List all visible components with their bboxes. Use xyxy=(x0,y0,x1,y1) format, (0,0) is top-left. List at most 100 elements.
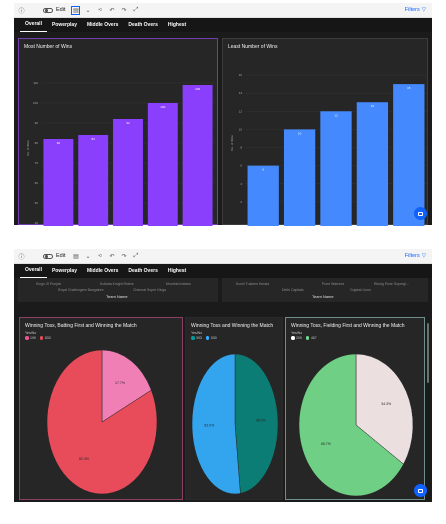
filter-icon: ▽ xyxy=(421,253,426,259)
pie-slice xyxy=(298,353,404,497)
filter-icon: ▽ xyxy=(421,7,426,13)
bar-value-label: 109 xyxy=(195,87,200,91)
bar xyxy=(113,119,143,226)
x-axis-title: Team Name xyxy=(312,294,334,299)
legend-swatch xyxy=(305,336,310,340)
team-label: Mumbai Indians xyxy=(166,282,191,286)
legend-label: 209 xyxy=(296,336,302,340)
bar xyxy=(147,103,178,226)
card-pie-batting[interactable]: Winning Toss, Batting First and Winning … xyxy=(19,317,183,500)
card-pie-toss[interactable]: Winning Toss and Winning the Match Yes/N… xyxy=(185,317,283,500)
legend-title: Yes/No xyxy=(291,331,303,335)
pie-slice-label: 48.0% xyxy=(256,418,266,422)
redo-icon[interactable]: ↷ xyxy=(121,253,127,260)
tab-overall[interactable]: Overall xyxy=(20,266,47,278)
bar-value-label: 84 xyxy=(92,137,96,141)
legend-label: 393 xyxy=(196,336,202,340)
card-title: Winning Toss, Batting First and Winning … xyxy=(25,323,137,329)
card-title: Winning Toss, Fielding First and Winning… xyxy=(291,323,405,329)
pie-slice-label: 52.0% xyxy=(204,424,214,428)
assistant-button[interactable] xyxy=(414,207,427,220)
y-tick-label: 100 xyxy=(33,101,38,105)
expand-icon[interactable]: ⤢ xyxy=(133,6,139,13)
filters-button[interactable]: Filters ▽ xyxy=(405,7,426,13)
team-label: Kochi Tuskers Kerala xyxy=(236,282,270,286)
edit-toggle[interactable] xyxy=(43,7,53,13)
legend-item[interactable]: 833 xyxy=(39,336,51,340)
card-pie-fielding[interactable]: Winning Toss, Fielding First and Winning… xyxy=(285,317,425,500)
legend-swatch xyxy=(39,336,44,340)
pie-legend: Yes/No 209 467 xyxy=(291,331,320,341)
chat-icon xyxy=(418,211,423,216)
tab-highest[interactable]: Highest xyxy=(167,21,187,28)
card-title: Most Number of Wins xyxy=(24,44,73,50)
filters-label: Filters xyxy=(404,253,420,259)
bar xyxy=(320,111,352,226)
pie-slice-label: 34.3% xyxy=(381,402,391,406)
y-tick-label: 14 xyxy=(239,91,243,95)
undo-icon[interactable]: ↶ xyxy=(109,253,115,260)
pie-chart-toss: 48.0% 52.0% xyxy=(191,353,279,495)
team-label: Chennai Super Kings xyxy=(133,288,167,292)
legend-label: 530 xyxy=(210,336,217,340)
legend-item[interactable]: 209 xyxy=(291,336,302,340)
expand-icon[interactable]: ⤢ xyxy=(133,252,139,259)
dashboard-canvas: Most Number of Wins 40 50 60 70 80 90 100 110 No… xyxy=(14,32,432,226)
y-tick-label: 8 xyxy=(240,146,242,150)
tab-middle-overs[interactable]: Middle Overs xyxy=(86,267,119,274)
team-label: Pune Warriors xyxy=(322,282,345,286)
card-title: Least Number of Wins xyxy=(228,44,278,50)
y-tick-label: 60 xyxy=(35,181,39,185)
tab-powerplay[interactable]: Powerplay xyxy=(51,21,77,28)
dashboard-canvas: Kings XI Punjab Kolkata Knight Riders Mu… xyxy=(14,278,432,502)
tab-death-overs[interactable]: Death Overs xyxy=(128,21,158,28)
chevron-down-icon[interactable]: ⌄ xyxy=(85,253,91,260)
redo-icon[interactable]: ↷ xyxy=(121,7,127,14)
share-icon[interactable]: ⪦ xyxy=(98,6,102,13)
tab-overall[interactable]: Overall xyxy=(20,20,47,32)
view-icon[interactable]: ▤ xyxy=(73,253,79,260)
least-wins-bar-chart: 2 4 6 8 10 12 14 16 No. of Wins 6 10 12 13 15 xyxy=(230,73,427,226)
pie-slice-label: 17.7% xyxy=(115,381,125,385)
edit-label: Edit xyxy=(56,7,66,13)
legend-label: 467 xyxy=(310,336,317,340)
share-icon[interactable]: ⪦ xyxy=(98,252,102,259)
card-most-wins[interactable]: Most Number of Wins 40 50 60 70 80 90 100 110 No… xyxy=(18,38,218,226)
bar xyxy=(247,165,279,226)
assistant-button[interactable] xyxy=(414,484,427,497)
dashboard-panel-bottom: ⓘ Edit ▤ ⌄ ⪦ ↶ ↷ ⤢ Filters ▽ Overall Pow… xyxy=(14,249,432,502)
tab-highest[interactable]: Highest xyxy=(167,267,187,274)
tab-death-overs[interactable]: Death Overs xyxy=(128,267,158,274)
chevron-down-icon[interactable]: ⌄ xyxy=(85,7,91,14)
tab-middle-overs[interactable]: Middle Overs xyxy=(86,21,119,28)
filters-button[interactable]: Filters ▽ xyxy=(405,253,426,259)
y-tick-label: 40 xyxy=(35,221,39,225)
edit-label: Edit xyxy=(56,253,66,259)
legend-item[interactable]: 467 xyxy=(305,336,317,340)
bar xyxy=(43,139,74,226)
card-least-wins[interactable]: Least Number of Wins 2 4 6 8 10 12 14 16 No. of … xyxy=(222,38,428,226)
view-icon[interactable]: ▤ xyxy=(71,5,81,15)
legend-label: 833 xyxy=(44,336,51,340)
pie-slice xyxy=(101,349,152,423)
info-icon[interactable]: ⓘ xyxy=(18,254,25,261)
y-tick-label: 2 xyxy=(240,200,242,204)
legend-swatch xyxy=(25,336,29,340)
tab-powerplay[interactable]: Powerplay xyxy=(51,267,77,274)
legend-swatch xyxy=(191,336,195,340)
y-tick-label: 110 xyxy=(33,81,38,85)
bar-value-label: 6 xyxy=(262,168,264,172)
dashboard-panel-top: ⓘ Edit ▤ ⌄ ⪦ ↶ ↷ ⤢ Filters ▽ Overall Pow… xyxy=(14,3,432,226)
edit-toggle[interactable] xyxy=(43,253,53,259)
legend-item[interactable]: 393 xyxy=(191,336,202,340)
scrollbar[interactable] xyxy=(427,323,429,383)
tab-bar: Overall Powerplay Middle Overs Death Ove… xyxy=(14,18,432,32)
legend-item[interactable]: 190 xyxy=(25,336,36,340)
pie-legend: Yes/No 393 530 xyxy=(191,331,220,341)
pie-chart-batting: 17.7% 82.3% xyxy=(46,349,158,495)
undo-icon[interactable]: ↶ xyxy=(109,7,115,14)
info-icon[interactable]: ⓘ xyxy=(18,8,25,15)
bar-value-label: 82 xyxy=(57,141,61,145)
legend-item[interactable]: 530 xyxy=(205,336,217,340)
team-label: Royal Challengers Bangalore xyxy=(58,288,104,292)
